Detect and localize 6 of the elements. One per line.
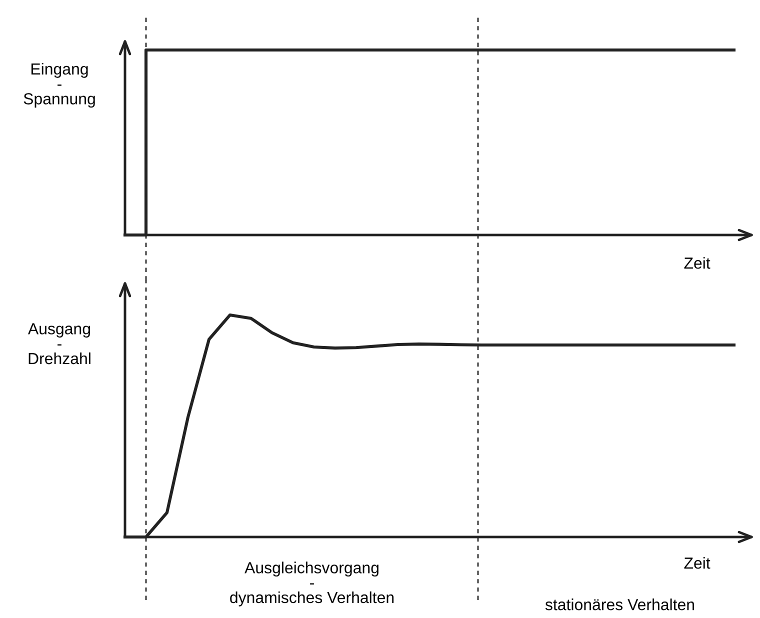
y-axis-title: Ausgang - Drehzahl xyxy=(28,323,90,364)
x-axis-title: Zeit xyxy=(684,257,710,269)
y-axis-title: Eingang - Spannung xyxy=(24,62,95,108)
x-axis-title: Zeit xyxy=(684,557,710,569)
text: Ausgleichsvorgang - dynamisches Verhalten xyxy=(230,562,394,606)
text: stationäres Verhalten xyxy=(545,598,694,610)
